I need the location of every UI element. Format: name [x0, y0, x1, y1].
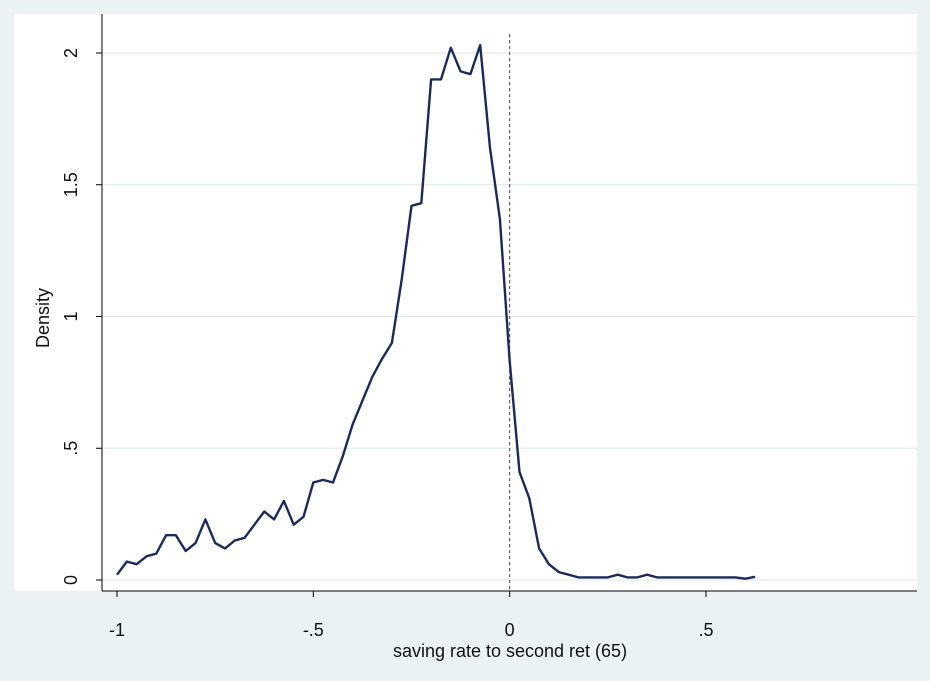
y-tick-label: 1.5 — [61, 172, 81, 197]
tick-labels: 0 .5 1 1.5 2 -1 -.5 0 .5 — [61, 48, 714, 640]
y-tick-label: 0 — [61, 575, 81, 585]
density-line — [116, 43, 756, 580]
x-axis-label: saving rate to second ret (65) — [393, 641, 627, 661]
plot-area — [14, 14, 917, 591]
y-tick-label: .5 — [61, 441, 81, 456]
y-tick-label: 2 — [61, 48, 81, 58]
y-axis-label: Density — [33, 288, 53, 348]
x-tick-label: 0 — [505, 620, 515, 640]
tick-marks — [96, 52, 707, 597]
x-tick-label: .5 — [698, 620, 713, 640]
x-tick-label: -1 — [109, 620, 125, 640]
y-tick-label: 1 — [61, 311, 81, 321]
x-tick-label: -.5 — [303, 620, 324, 640]
